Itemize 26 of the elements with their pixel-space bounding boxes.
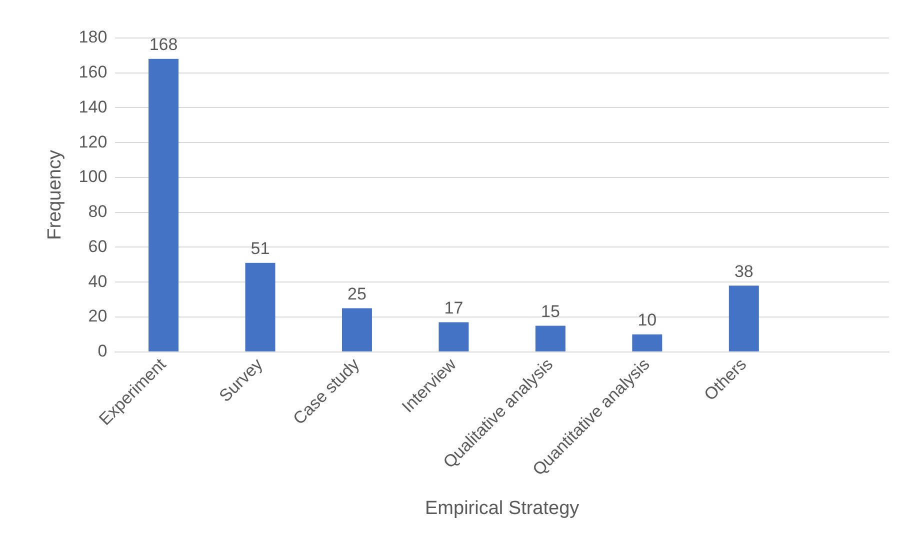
- y-tick-label: 120: [78, 132, 108, 152]
- y-tick-label: 140: [78, 97, 108, 116]
- bar: [728, 286, 759, 352]
- data-label: 168: [149, 35, 178, 54]
- bar: [148, 58, 179, 352]
- y-tick-label: 0: [98, 342, 108, 361]
- data-label: 15: [540, 302, 560, 321]
- y-axis-title: Frequency: [44, 150, 66, 240]
- y-tick-label: 40: [88, 272, 108, 291]
- bar: [245, 262, 276, 352]
- data-label: 51: [250, 239, 270, 258]
- x-axis-title: Empirical Strategy: [424, 498, 580, 519]
- bar: [632, 334, 662, 352]
- y-tick-label: 20: [88, 306, 108, 326]
- data-label: 17: [444, 298, 464, 318]
- y-tick-label: 60: [88, 236, 108, 256]
- bar: [535, 326, 566, 352]
- bar: [438, 322, 469, 352]
- y-tick-label: 180: [78, 28, 108, 47]
- data-label: 38: [734, 262, 754, 281]
- y-tick-label: 100: [78, 167, 108, 186]
- data-label: 25: [348, 284, 366, 304]
- data-label: 10: [638, 310, 657, 330]
- y-tick-label: 80: [88, 202, 108, 222]
- y-tick-label: 160: [78, 62, 108, 82]
- bar: [342, 308, 372, 352]
